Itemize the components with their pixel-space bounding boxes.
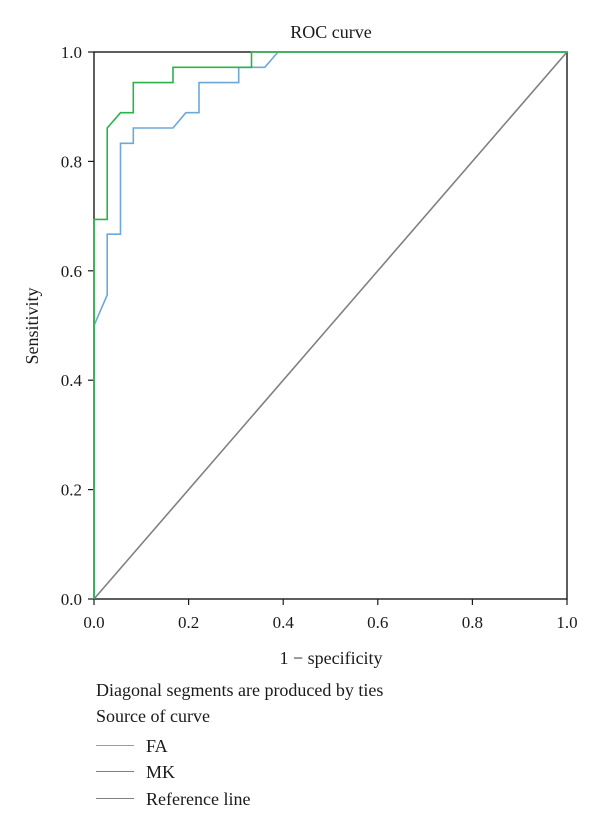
source-of-curve-heading: Source of curve: [96, 706, 210, 726]
x-tick-label: 1.0: [556, 613, 577, 632]
y-tick-label: 1.0: [61, 43, 82, 62]
ties-note: Diagonal segments are produced by ties: [96, 680, 384, 700]
x-tick-label: 0.2: [178, 613, 199, 632]
plot-area: 0.0 0.2 0.4 0.6 0.8 1.0 0.0 0.2 0.4 0.6 0.8 1.0: [61, 43, 578, 632]
y-tick-label: 0.4: [61, 371, 83, 390]
series-line-reference-line: [93, 51, 568, 600]
x-tick-label: 0.4: [273, 613, 295, 632]
legend-item-mk: MK: [96, 760, 356, 784]
legend-label-reference-line: Reference line: [146, 789, 251, 809]
x-axis-label: 1 − specificity: [279, 648, 382, 668]
legend-item-reference-line: Reference line: [96, 787, 356, 811]
y-tick-label: 0.2: [61, 481, 82, 500]
y-tick-label: 0.6: [61, 262, 82, 281]
chart-title: ROC curve: [290, 22, 371, 42]
y-tick-label: 0.0: [61, 590, 82, 609]
legend-label-fa: FA: [146, 736, 168, 756]
series-line-mk: [93, 51, 567, 599]
legend-swatch-fa: [96, 745, 134, 746]
y-tick-label: 0.8: [61, 152, 82, 171]
y-axis-label: Sensitivity: [22, 287, 42, 364]
x-tick-label: 0.8: [462, 613, 483, 632]
legend-swatch-reference-line: [96, 798, 134, 799]
roc-chart: ROC curve 0.0 0.2 0.4 0.6 0.8 1.0 0.0 0.2 0.4 0.6…: [22, 22, 578, 668]
legend-label-mk: MK: [146, 762, 176, 782]
legend-swatch-mk: [96, 771, 134, 772]
x-tick-label: 0.6: [367, 613, 388, 632]
legend-item-fa: FA: [96, 734, 356, 758]
x-tick-label: 0.0: [83, 613, 104, 632]
